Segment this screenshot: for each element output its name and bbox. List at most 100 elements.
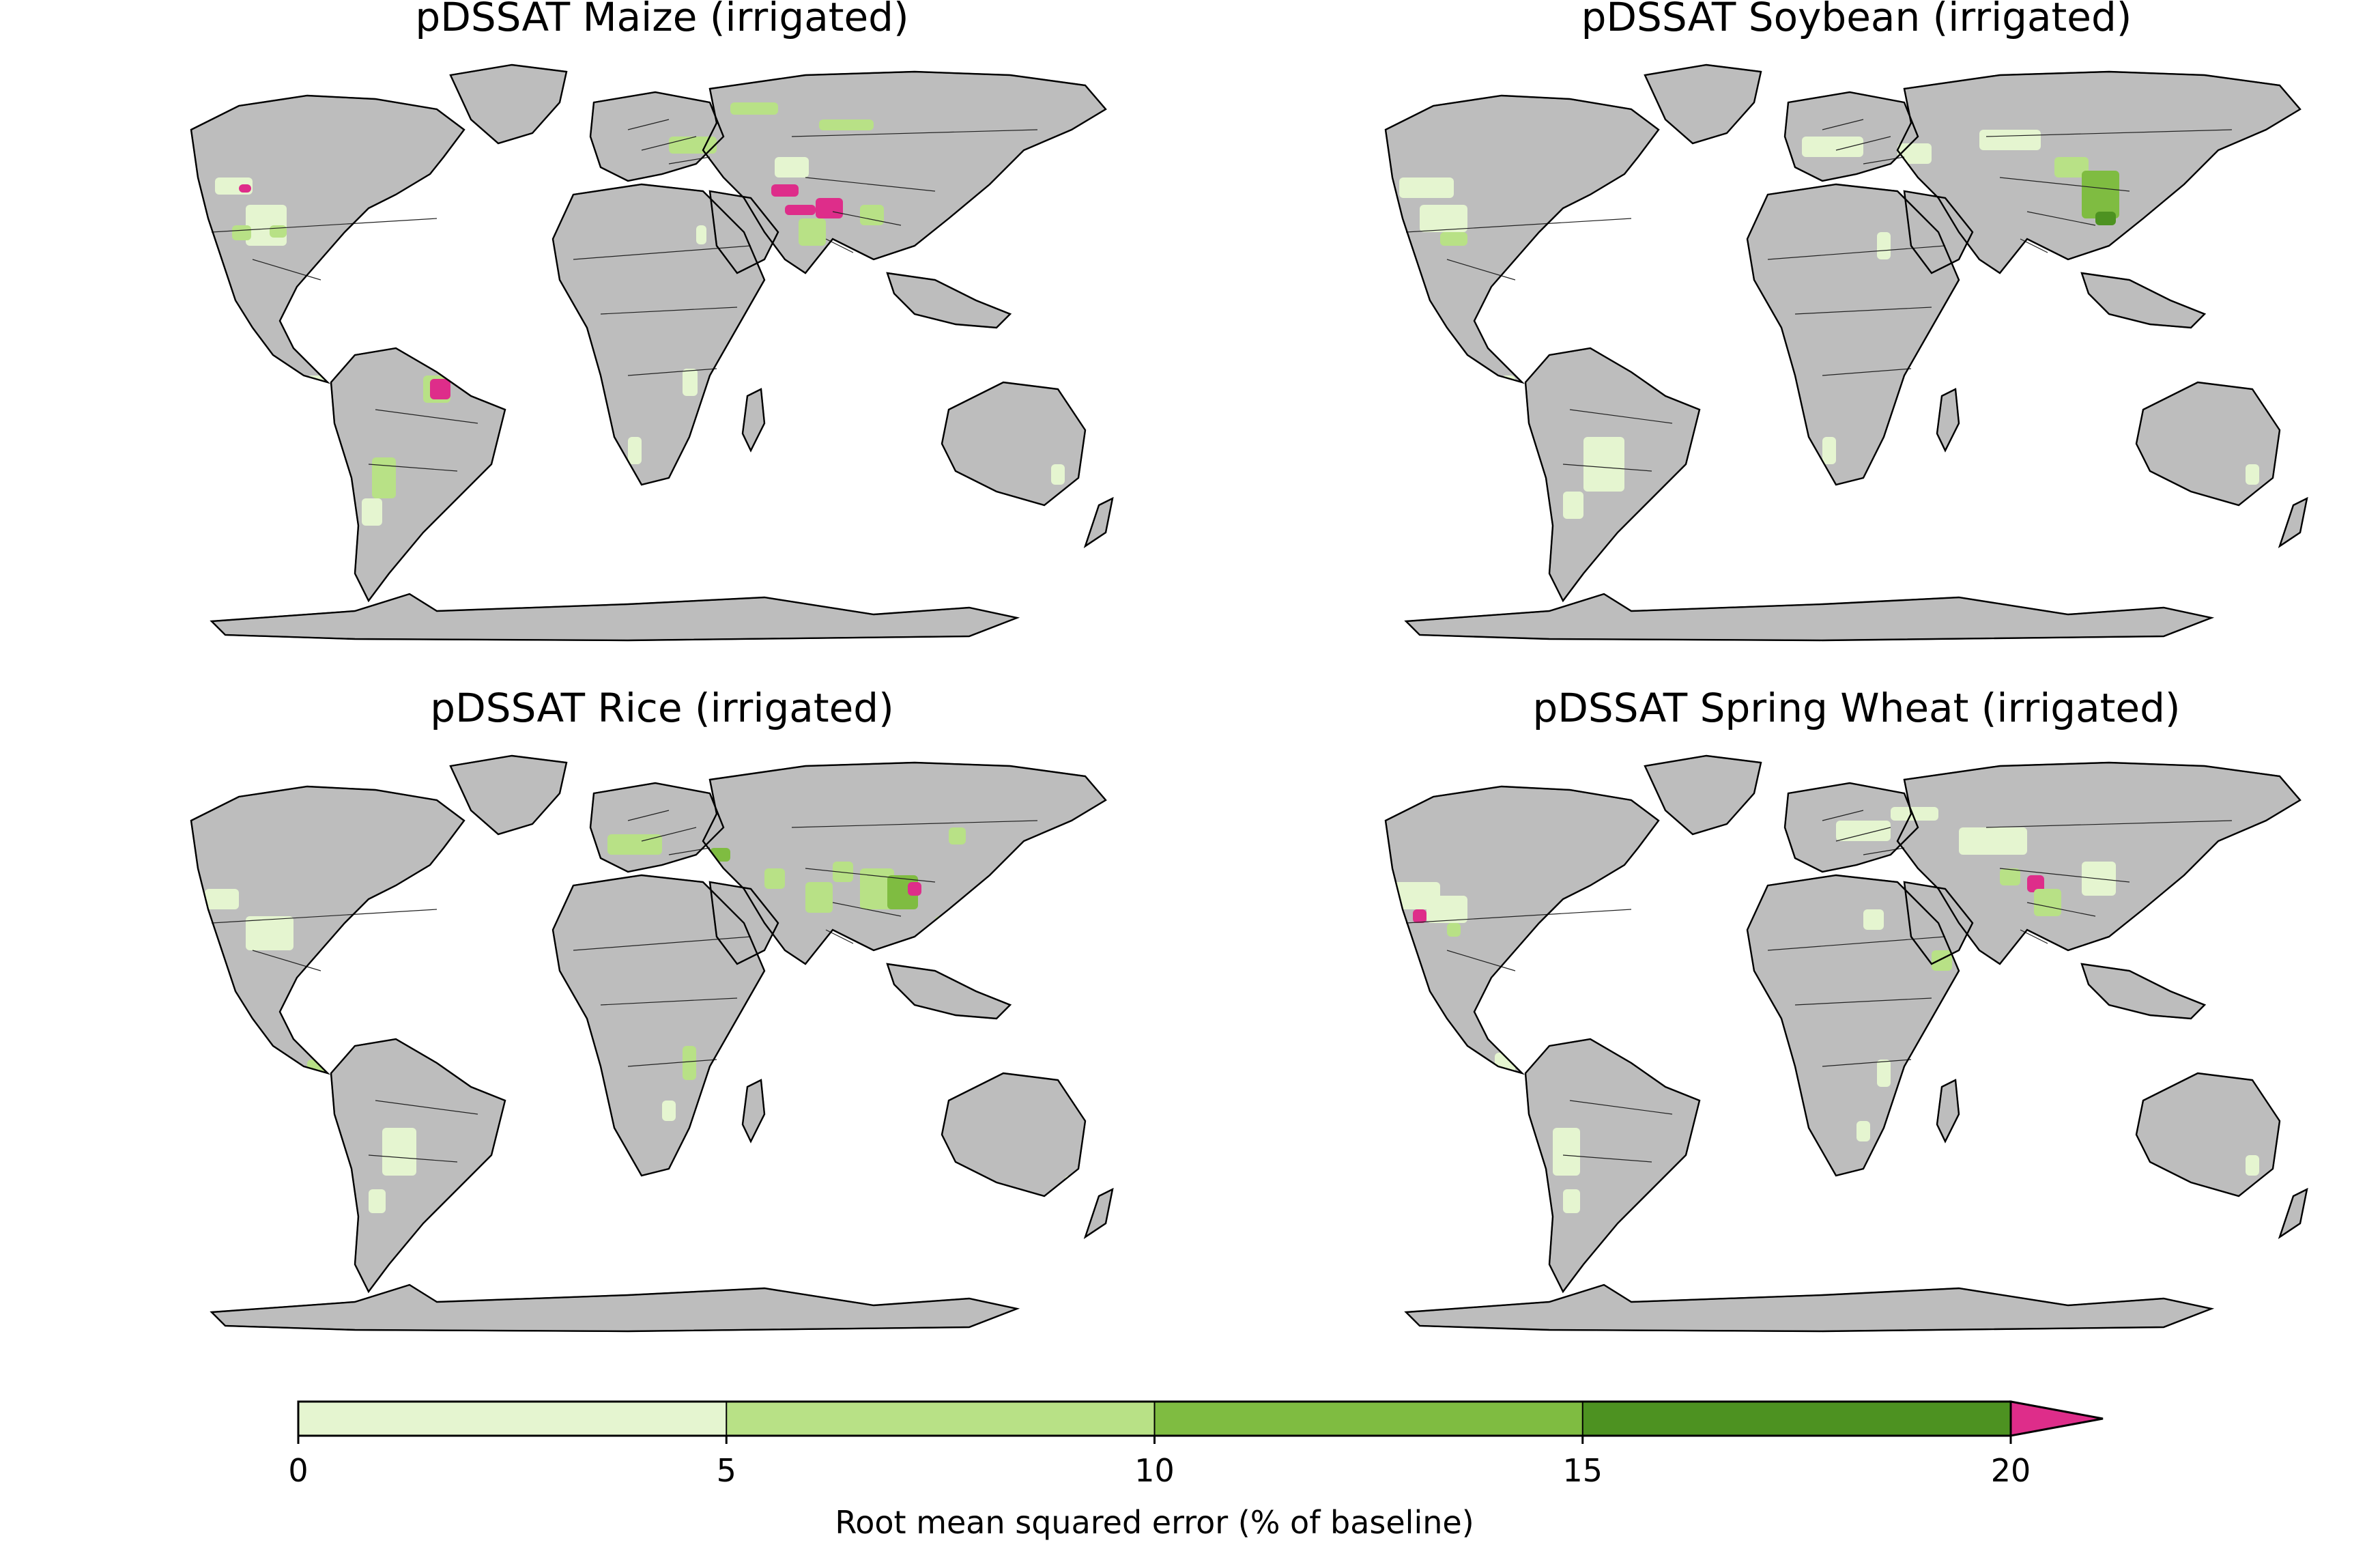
landmass-greenland <box>1644 63 1762 145</box>
coastline <box>886 963 1012 1020</box>
rmse-cell-cluster <box>1563 492 1583 519</box>
rmse-cell-cluster <box>2246 464 2259 485</box>
country-border <box>573 936 751 951</box>
rmse-cell-cluster <box>908 882 921 896</box>
country-border <box>1562 1154 1652 1163</box>
coastline <box>2135 381 2281 507</box>
rmse-cell-cluster <box>270 225 287 238</box>
rmse-cell-cluster <box>2054 157 2089 178</box>
rmse-cell-cluster <box>1836 821 1891 841</box>
world-map <box>190 754 1114 1333</box>
country-border <box>1822 810 1864 821</box>
coastline <box>210 593 1020 642</box>
country-borders <box>1405 119 2233 472</box>
country-border <box>805 177 936 192</box>
country-border <box>627 810 670 821</box>
coastline <box>1903 190 1974 274</box>
country-border <box>627 368 717 376</box>
rmse-cell-cluster <box>382 1128 416 1176</box>
landmass-greenland <box>449 754 568 836</box>
rmse-cell-cluster <box>2095 212 2116 225</box>
country-border <box>2026 211 2096 226</box>
landmass-southeast-asia-islands <box>2080 963 2206 1020</box>
coastline <box>1083 1187 1114 1239</box>
panel-title: pDSSAT Maize (irrigated) <box>415 0 909 40</box>
coastline <box>589 782 725 873</box>
panel-title: pDSSAT Soybean (irrigated) <box>1581 0 2132 40</box>
rmse-cell-cluster <box>1877 232 1891 259</box>
rmse-cell-cluster <box>696 225 706 244</box>
country-border <box>1985 820 2233 828</box>
coastline <box>2278 1187 2308 1239</box>
landmass-antarctica <box>210 1283 1020 1333</box>
rmse-cell-cluster <box>232 225 251 240</box>
land-layer <box>190 63 1114 642</box>
coastline <box>1936 1079 1960 1144</box>
coastline <box>941 1072 1087 1197</box>
country-border <box>832 902 902 917</box>
rmse-cell-cluster <box>764 868 785 889</box>
panel-title: pDSSAT Spring Wheat (irrigated) <box>1532 685 2181 731</box>
rmse-cell-cluster <box>683 369 698 396</box>
coastline <box>1404 1283 2215 1333</box>
rmse-cell-cluster <box>1822 437 1836 464</box>
coastline <box>551 183 766 486</box>
world-map <box>190 63 1114 642</box>
colorbar-tick-label: 20 <box>1990 1452 2031 1489</box>
country-border <box>1999 868 2130 883</box>
rmse-cell-cluster <box>1897 143 1932 164</box>
coastline <box>1524 347 1701 603</box>
rmse-cell-cluster <box>816 198 843 218</box>
landmass-north-america <box>190 94 465 384</box>
landmass-greenland <box>449 63 568 145</box>
rmse-cell-cluster <box>239 184 251 193</box>
rmse-cell-cluster <box>1447 923 1461 937</box>
rmse-cells-layer <box>1399 130 2259 519</box>
colorbar-tick-label: 15 <box>1562 1452 1603 1489</box>
colorbar-extend-arrow <box>2009 1400 2104 1437</box>
country-border <box>211 909 438 924</box>
landmass-antarctica <box>210 593 1020 642</box>
rmse-cell-cluster <box>1563 1189 1580 1213</box>
coastline <box>1936 388 1960 453</box>
coastline <box>1746 183 1960 486</box>
land-layer <box>1384 754 2308 1333</box>
rmse-cell-cluster <box>805 882 833 913</box>
coastline <box>708 881 779 965</box>
rmse-cell-cluster <box>1979 130 2041 150</box>
rmse-cell-cluster <box>2130 232 2150 249</box>
rmse-cell-cluster <box>1904 375 1932 403</box>
coastline <box>708 190 779 274</box>
map-panel-spring-wheat: pDSSAT Spring Wheat (irrigated) <box>1345 687 2368 1360</box>
coastline <box>1404 593 2215 642</box>
country-border <box>600 307 738 315</box>
landmass-south-america <box>330 347 506 602</box>
map-panel-rice: pDSSAT Rice (irrigated) <box>150 687 1174 1360</box>
country-border <box>1794 997 1932 1006</box>
rmse-cell-cluster <box>369 1189 386 1213</box>
coastline <box>2080 963 2207 1020</box>
rmse-cell-cluster <box>607 834 662 855</box>
rmse-cell-cluster <box>730 102 778 115</box>
country-border <box>1446 259 1516 281</box>
landmass-southeast-asia-islands <box>886 272 1012 329</box>
rmse-cell-cluster <box>1856 1121 1870 1141</box>
coastline <box>190 94 465 384</box>
rmse-cell-cluster <box>1553 1128 1580 1176</box>
rmse-cell-cluster <box>2000 868 2020 885</box>
colorbar-frame <box>297 1400 2012 1437</box>
rmse-cell-cluster <box>771 184 799 197</box>
rmse-cell-cluster <box>246 916 293 950</box>
country-border <box>1985 129 2233 137</box>
country-border <box>1446 950 1516 971</box>
landmass-australia <box>941 1072 1087 1197</box>
rmse-cell-cluster <box>799 218 826 246</box>
colorbar-bin <box>298 1402 727 1436</box>
rmse-cell-cluster <box>2082 171 2119 218</box>
rmse-cell-cluster <box>362 498 382 526</box>
coastline <box>1524 1038 1701 1294</box>
coastline <box>330 1038 506 1294</box>
landmass-europe <box>589 782 725 873</box>
country-border <box>375 1100 478 1115</box>
rmse-cell-cluster <box>2027 875 2044 892</box>
